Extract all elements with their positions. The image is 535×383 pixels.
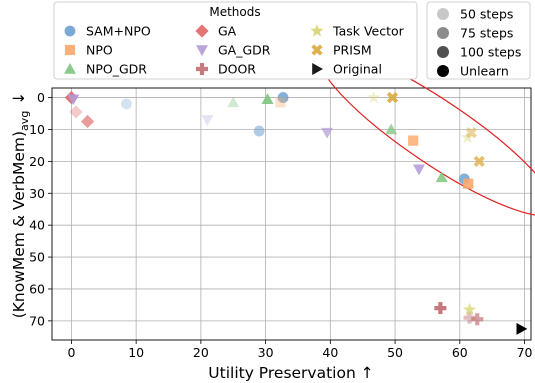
point-task-vector	[367, 90, 381, 104]
y-tick-label: 0	[37, 90, 45, 105]
legend-marker-npo	[64, 44, 76, 56]
point-ga-gdr	[321, 127, 334, 139]
point-npo	[463, 178, 474, 189]
plot-frame	[51, 87, 532, 341]
point-ga	[81, 114, 95, 129]
point-npo-gdr	[435, 171, 448, 183]
point-prism	[465, 127, 478, 139]
point-door	[463, 311, 476, 324]
point-ga-gdr	[413, 164, 426, 176]
point-task-vector	[462, 302, 477, 316]
legend-step-marker	[437, 27, 449, 39]
data-points	[64, 90, 528, 335]
legend-step-marker	[437, 65, 449, 77]
point-prism	[386, 91, 399, 104]
x-tick-label: 0	[67, 345, 75, 360]
legend-label: Task Vector	[332, 24, 405, 39]
legend-marker-prism	[311, 44, 323, 56]
legend-label: NPO	[86, 43, 113, 58]
y-tick-label: 50	[29, 250, 45, 265]
legend-label: PRISM	[333, 43, 372, 58]
x-tick-label: 10	[128, 345, 144, 360]
legend-label: DOOR	[218, 62, 256, 77]
x-tick-label: 20	[193, 345, 209, 360]
legend-step-label: 75 steps	[460, 26, 513, 41]
steps-legend: 50 steps 75 steps 100 steps Unlearn	[426, 1, 531, 80]
y-tick-label: 40	[29, 218, 45, 233]
x-tick-label: 70	[517, 345, 533, 360]
methods-legend: Methods SAM+NPO GA Task Vector NPO GA_GDR PRI…	[53, 1, 418, 80]
legend-marker-sam-npo	[64, 25, 76, 37]
point-npo-gdr	[385, 123, 398, 135]
point-prism	[473, 155, 485, 167]
point-sam-npo	[253, 125, 265, 137]
svg-text:(KnowMem & VerbMem)avg↓: (KnowMem & VerbMem)avg ↓	[10, 92, 31, 319]
y-axis-label-main: (KnowMem & VerbMem)	[10, 131, 28, 318]
legend-step-label: Unlearn	[460, 64, 509, 79]
y-tick-label: 20	[29, 154, 45, 169]
legend-label: NPO_GDR	[86, 62, 147, 77]
y-tick-label: 70	[29, 313, 45, 328]
legend-marker-ga	[195, 24, 209, 38]
point-door	[434, 302, 447, 315]
methods-legend-title: Methods	[209, 5, 260, 19]
legend-step-marker	[437, 46, 449, 58]
legend-label: GA_GDR	[218, 43, 271, 58]
legend-step-label: 50 steps	[460, 7, 513, 22]
point-ga-gdr	[201, 115, 214, 126]
y-tick-label: 60	[29, 281, 45, 296]
x-tick-label: 50	[387, 345, 403, 360]
legend-label: SAM+NPO	[86, 24, 151, 39]
point-npo-gdr	[227, 96, 240, 108]
y-axis-label-arrow: ↓	[10, 92, 28, 105]
point-door	[471, 313, 484, 326]
legend-marker-task-vector	[310, 24, 324, 37]
x-axis-ticks: 0 10 20 30 40 50 60 70	[67, 340, 533, 360]
y-tick-label: 10	[29, 122, 45, 137]
legend-label: GA	[218, 24, 237, 39]
legend-marker-ga-gdr	[196, 45, 208, 56]
x-axis-label: Utility Preservation ↑	[208, 364, 373, 382]
point-npo	[275, 97, 286, 108]
point-original	[516, 322, 528, 335]
x-tick-label: 60	[452, 345, 468, 360]
point-sam-npo	[121, 98, 132, 110]
steps-legend-box	[426, 1, 531, 80]
methods-legend-box	[53, 1, 418, 80]
legend-label: Original	[333, 62, 382, 77]
point-ga-gdr	[67, 94, 80, 106]
point-npo	[408, 135, 419, 146]
y-axis-ticks: 0 10 20 30 40 50 60 70	[29, 90, 52, 328]
grid-lines	[52, 88, 531, 340]
legend-marker-door	[196, 63, 208, 75]
y-tick-label: 30	[29, 186, 45, 201]
legend-step-label: 100 steps	[460, 45, 521, 60]
y-axis-label: (KnowMem & VerbMem)avg ↓	[10, 92, 31, 319]
legend-step-marker	[437, 8, 449, 20]
legend-marker-npo-gdr	[64, 63, 76, 74]
point-sam-npo	[277, 92, 289, 103]
point-ga	[69, 105, 83, 119]
y-axis-label-sub: avg	[18, 111, 31, 131]
legend-marker-original	[312, 63, 323, 75]
point-npo-gdr	[261, 93, 274, 104]
x-tick-label: 40	[322, 345, 338, 360]
x-tick-label: 30	[258, 345, 274, 360]
